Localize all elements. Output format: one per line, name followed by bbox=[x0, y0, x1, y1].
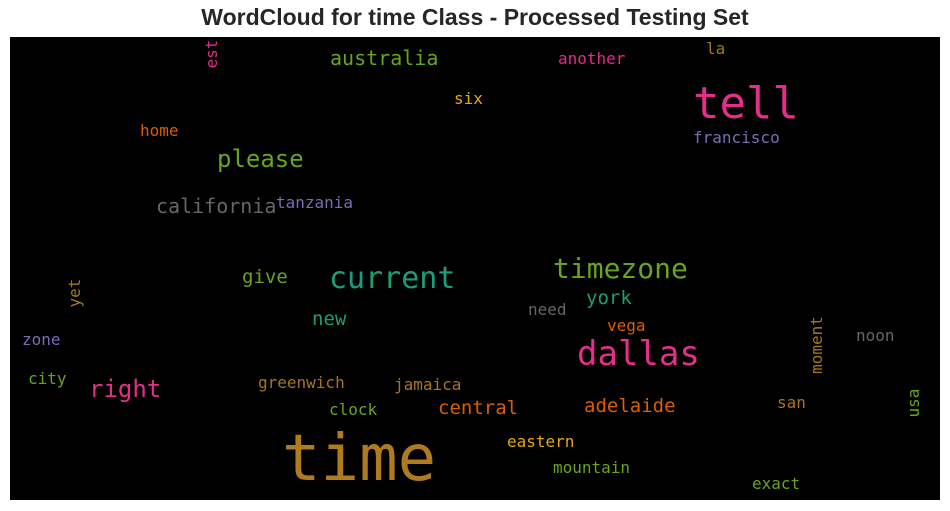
word-francisco: francisco bbox=[693, 128, 780, 147]
chart-title: WordCloud for time Class - Processed Tes… bbox=[201, 4, 749, 30]
word-current: current bbox=[329, 261, 456, 296]
word-eastern: eastern bbox=[507, 432, 575, 451]
word-la: la bbox=[706, 39, 726, 58]
word-mountain: mountain bbox=[553, 458, 631, 477]
word-give: give bbox=[242, 266, 288, 288]
word-greenwich: greenwich bbox=[258, 373, 345, 392]
word-tanzania: tanzania bbox=[276, 193, 354, 212]
word-adelaide: adelaide bbox=[584, 395, 676, 417]
word-need: need bbox=[528, 300, 567, 319]
wordcloud-canvas: time tell dallas current timezone please right… bbox=[10, 37, 940, 500]
word-central: central bbox=[438, 397, 519, 419]
word-dallas: dallas bbox=[577, 334, 700, 374]
word-yet: yet bbox=[65, 278, 84, 308]
word-exact: exact bbox=[752, 474, 801, 493]
word-city: city bbox=[28, 369, 67, 388]
word-est: est bbox=[202, 39, 221, 69]
word-york: york bbox=[586, 287, 632, 309]
word-usa: usa bbox=[904, 388, 923, 418]
word-right: right bbox=[89, 375, 162, 403]
word-san: san bbox=[777, 393, 806, 412]
word-another: another bbox=[558, 49, 626, 68]
word-vega: vega bbox=[607, 316, 646, 335]
word-clock: clock bbox=[329, 400, 378, 419]
word-please: please bbox=[217, 145, 304, 173]
word-jamaica: jamaica bbox=[394, 375, 462, 394]
word-zone: zone bbox=[22, 330, 61, 349]
word-australia: australia bbox=[330, 46, 439, 70]
word-california: california bbox=[156, 194, 277, 218]
word-time: time bbox=[282, 422, 437, 496]
word-timezone: timezone bbox=[553, 252, 688, 285]
word-tell: tell bbox=[693, 78, 799, 129]
word-home: home bbox=[140, 121, 179, 140]
word-six: six bbox=[454, 89, 483, 108]
word-noon: noon bbox=[856, 326, 895, 345]
word-new: new bbox=[312, 308, 347, 330]
word-moment: moment bbox=[807, 316, 826, 374]
